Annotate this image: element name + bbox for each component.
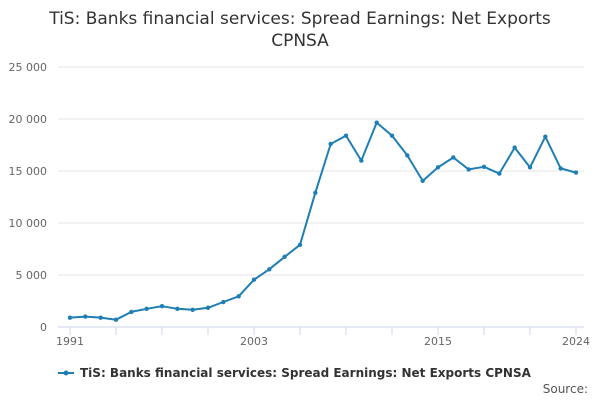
x-tick-label: 2003: [240, 335, 268, 348]
data-point[interactable]: [435, 165, 441, 170]
data-point[interactable]: [374, 120, 379, 125]
data-point[interactable]: [98, 315, 103, 320]
chart-title-line-2: CPNSA: [271, 31, 329, 51]
y-tick-label: 20 000: [9, 113, 48, 126]
x-axis: 1991 2003 2015 2024: [56, 326, 590, 348]
data-point[interactable]: [481, 164, 487, 170]
data-point[interactable]: [251, 277, 257, 282]
legend-label[interactable]: TiS: Banks financial services: Spread Ea…: [80, 366, 532, 380]
y-tick-label: 5 000: [16, 269, 48, 282]
chart-title-line-1: TiS: Banks financial services: Spread Ea…: [48, 9, 551, 29]
source-label: Source:: [543, 382, 588, 396]
data-point[interactable]: [405, 153, 410, 158]
grid-lines: [58, 66, 584, 276]
legend[interactable]: TiS: Banks financial services: Spread Ea…: [58, 366, 532, 380]
data-point[interactable]: [420, 178, 425, 184]
data-point[interactable]: [205, 305, 211, 310]
data-point[interactable]: [221, 299, 226, 305]
data-point[interactable]: [497, 171, 502, 176]
data-point[interactable]: [267, 267, 272, 272]
data-point[interactable]: [175, 306, 180, 311]
data-point[interactable]: [313, 190, 318, 196]
y-tick-label: 10 000: [9, 217, 48, 230]
data-point[interactable]: [389, 133, 395, 138]
data-point[interactable]: [466, 167, 471, 172]
data-point[interactable]: [343, 133, 349, 138]
data-point[interactable]: [144, 306, 149, 311]
data-point[interactable]: [159, 304, 165, 309]
x-tick-label: 1991: [56, 335, 84, 348]
data-point[interactable]: [543, 134, 548, 139]
data-point[interactable]: [328, 141, 333, 147]
data-point[interactable]: [129, 309, 134, 315]
series-group: [67, 120, 579, 322]
data-point[interactable]: [67, 315, 73, 320]
data-point[interactable]: [190, 307, 195, 313]
data-point[interactable]: [451, 155, 456, 160]
data-point[interactable]: [512, 145, 517, 150]
data-point[interactable]: [113, 317, 119, 322]
y-tick-label: 0: [40, 321, 47, 334]
y-axis-tick-labels: 0 5 000 10 000 15 000 20 000 25 000: [9, 61, 48, 334]
data-point[interactable]: [573, 170, 579, 175]
y-tick-label: 15 000: [9, 165, 48, 178]
data-point[interactable]: [359, 158, 364, 163]
series-line: [69, 121, 577, 321]
data-point[interactable]: [282, 254, 287, 259]
legend-marker-symbol: [63, 370, 69, 376]
data-point[interactable]: [527, 165, 533, 170]
data-point[interactable]: [297, 242, 303, 248]
y-tick-label: 25 000: [9, 61, 48, 74]
data-point[interactable]: [236, 294, 241, 299]
data-point[interactable]: [558, 166, 563, 171]
data-point[interactable]: [83, 314, 88, 319]
x-tick-label: 2015: [424, 335, 452, 348]
x-tick-label: 2024: [562, 335, 590, 348]
